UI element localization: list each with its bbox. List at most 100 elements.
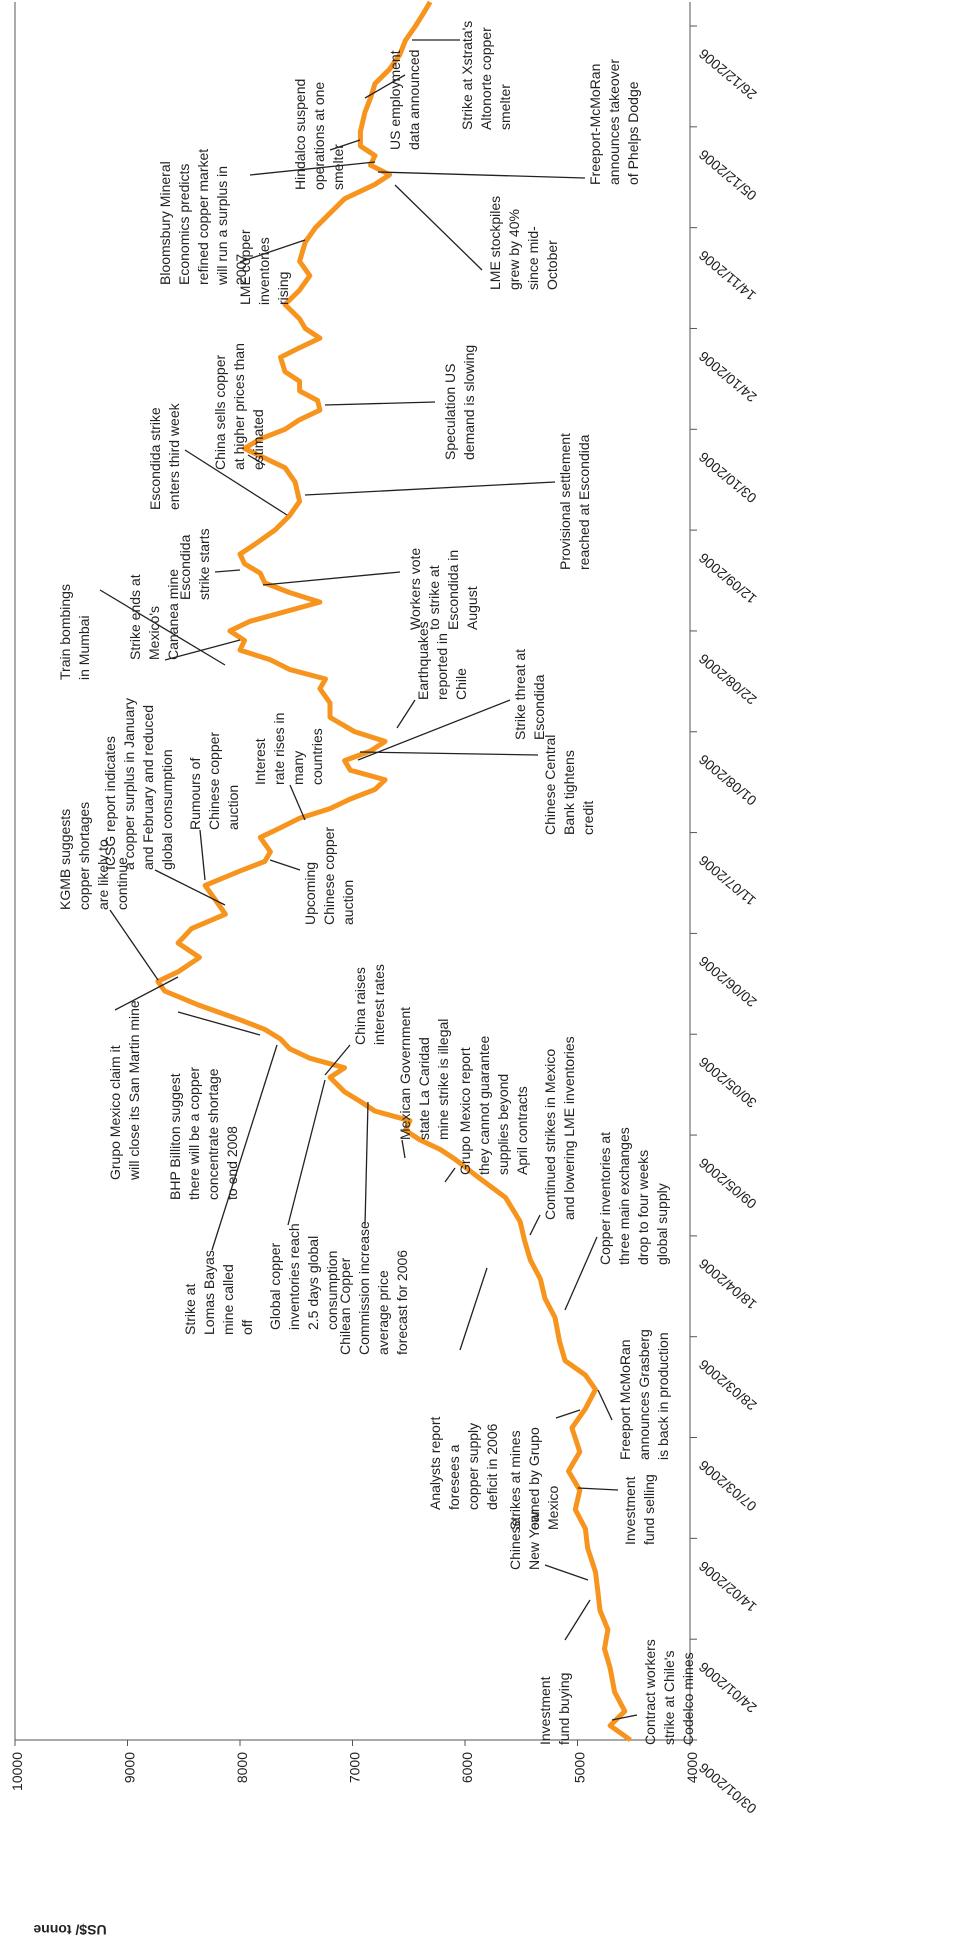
annotation-text: reached at Escondida bbox=[576, 434, 592, 570]
annotation-text: Chinese copper bbox=[206, 732, 222, 830]
annotation-text: rate rises in bbox=[271, 713, 287, 785]
annotation-text: Mexico's bbox=[146, 606, 162, 660]
annotation-text: in Mumbai bbox=[76, 615, 92, 680]
annotation-text: 2.5 days global bbox=[305, 1236, 321, 1330]
y-tick-label: 6000 bbox=[459, 1752, 475, 1783]
annotation-text: Global copper bbox=[267, 1242, 283, 1330]
annotation-text: Contract workers bbox=[642, 1639, 658, 1745]
annotation-text: Investment bbox=[537, 1676, 553, 1745]
annotation-pointer bbox=[262, 571, 401, 586]
annotation-text: Strike ends at bbox=[127, 574, 143, 660]
annotation-text: strike starts bbox=[196, 528, 212, 600]
y-axis-title: US$/ tonne bbox=[33, 1922, 106, 1938]
annotation-pointer bbox=[529, 1214, 541, 1236]
annotation-text: Chinese Central bbox=[542, 735, 558, 835]
annotation-pointer bbox=[444, 1167, 456, 1183]
annotation-pointer bbox=[364, 74, 406, 99]
annotation-text: Train bombings bbox=[57, 584, 73, 680]
annotation-text: supplies beyond bbox=[495, 1074, 511, 1175]
x-tick-label: 12/09/2006 bbox=[695, 550, 759, 607]
annotation-text: Escondida in bbox=[445, 550, 461, 630]
x-tick-label: 14/11/2006 bbox=[695, 247, 758, 304]
x-tick-label: 07/03/2006 bbox=[695, 1457, 759, 1514]
annotation-text: Continued strikes in Mexico bbox=[542, 1049, 558, 1220]
x-tick-label: 30/05/2006 bbox=[695, 1054, 759, 1111]
annotation-text: Commission increase bbox=[356, 1221, 372, 1355]
annotation-text: Economics predicts bbox=[176, 164, 192, 285]
annotation-text: Workers vote bbox=[407, 548, 423, 630]
annotation-text: August bbox=[464, 586, 480, 630]
annotation-pointer bbox=[287, 1079, 326, 1226]
annotation-pointer bbox=[544, 1564, 589, 1581]
annotation-pointer bbox=[459, 1267, 488, 1351]
y-tick-label: 10000 bbox=[9, 1752, 25, 1791]
annotation-text: deficit in 2006 bbox=[484, 1423, 500, 1510]
y-tick-label: 7000 bbox=[347, 1752, 363, 1783]
annotation-pointer bbox=[177, 1011, 261, 1036]
annotation-pointer bbox=[564, 1599, 591, 1641]
annotation-text: data announced bbox=[406, 50, 422, 150]
annotation-text: auction bbox=[225, 785, 241, 830]
x-tick-label: 09/05/2006 bbox=[695, 1155, 759, 1212]
annotation-text: LME copper bbox=[237, 229, 253, 305]
annotation-text: Mexican Government bbox=[397, 1007, 413, 1140]
annotation-pointer bbox=[214, 569, 241, 573]
annotation-text: Lomas Bayas bbox=[201, 1250, 217, 1335]
annotation-text: Escondida bbox=[531, 674, 547, 740]
annotation-pointer bbox=[211, 1044, 278, 1251]
annotation-pointer bbox=[184, 449, 288, 516]
x-tick-label: 24/01/2006 bbox=[695, 1659, 759, 1716]
annotation-text: foresees a bbox=[446, 1444, 462, 1510]
annotation-text: operations at one bbox=[311, 82, 327, 190]
annotation-pointer bbox=[357, 699, 511, 761]
annotation-text: to end 2008 bbox=[224, 1126, 240, 1200]
annotation-text: smelter bbox=[497, 84, 513, 130]
annotation-text: Altonorte copper bbox=[478, 27, 494, 130]
x-tick-label: 24/10/2006 bbox=[695, 348, 759, 405]
annotation-text: inventories bbox=[256, 237, 272, 305]
annotation-text: Copper inventories at bbox=[597, 1132, 613, 1265]
annotation-text: will run a surplus in bbox=[214, 166, 230, 286]
annotation-text: Strike at Xstrata's bbox=[459, 21, 475, 130]
annotation-text: three main exchanges bbox=[616, 1127, 632, 1265]
annotation-text: Strike at bbox=[182, 1284, 198, 1335]
annotation-pointer bbox=[359, 751, 539, 756]
annotation-pointer bbox=[364, 1101, 369, 1226]
annotation-text: there will be a copper bbox=[186, 1067, 202, 1200]
x-tick-label: 03/10/2006 bbox=[695, 449, 759, 506]
annotation-text: strike at Chile's bbox=[661, 1651, 677, 1745]
annotation-text: Chile bbox=[453, 668, 469, 700]
annotation-text: 2007 bbox=[233, 254, 249, 285]
annotation-pointer bbox=[109, 909, 159, 981]
annotation-text: Escondida bbox=[177, 534, 193, 600]
annotation-text: reported in bbox=[434, 633, 450, 700]
annotation-pointer bbox=[249, 161, 376, 176]
y-tick-label: 4000 bbox=[684, 1752, 700, 1783]
annotation-text: many bbox=[290, 751, 306, 785]
annotation-text: Strikes at mines bbox=[507, 1430, 523, 1530]
annotation-text: China sells copper bbox=[212, 354, 228, 470]
annotation-text: credit bbox=[580, 801, 596, 835]
x-tick-label: 05/12/2006 bbox=[695, 146, 759, 203]
annotation-pointer bbox=[555, 1409, 581, 1419]
annotation-text: Chinese bbox=[507, 1518, 523, 1570]
annotation-text: KGMB suggests bbox=[57, 809, 73, 910]
annotation-text: of Phelps Dodge bbox=[625, 81, 641, 185]
annotation-text: demand is slowing bbox=[461, 345, 477, 460]
x-tick-label: 26/12/2006 bbox=[695, 46, 759, 103]
annotation-pointer bbox=[304, 481, 556, 496]
annotation-text: interest rates bbox=[371, 964, 387, 1045]
annotation-text: China raises bbox=[352, 967, 368, 1045]
annotation-text: BHP Billiton suggest bbox=[167, 1073, 183, 1200]
annotation-text: Codelco mines bbox=[680, 1652, 696, 1745]
annotation-text: at higher prices than bbox=[231, 343, 247, 470]
x-tick-label: 20/06/2006 bbox=[695, 953, 759, 1010]
annotation-text: Rumours of bbox=[187, 758, 203, 830]
annotation-pointer bbox=[401, 1139, 406, 1159]
annotation-text: they cannot guarantee bbox=[476, 1035, 492, 1175]
annotation-text: estimated bbox=[250, 409, 266, 470]
annotation-pointer bbox=[114, 976, 179, 1011]
x-tick-label: 28/03/2006 bbox=[695, 1356, 759, 1413]
annotation-text: Speculation US bbox=[442, 363, 458, 460]
annotation-text: to strike at bbox=[426, 565, 442, 630]
